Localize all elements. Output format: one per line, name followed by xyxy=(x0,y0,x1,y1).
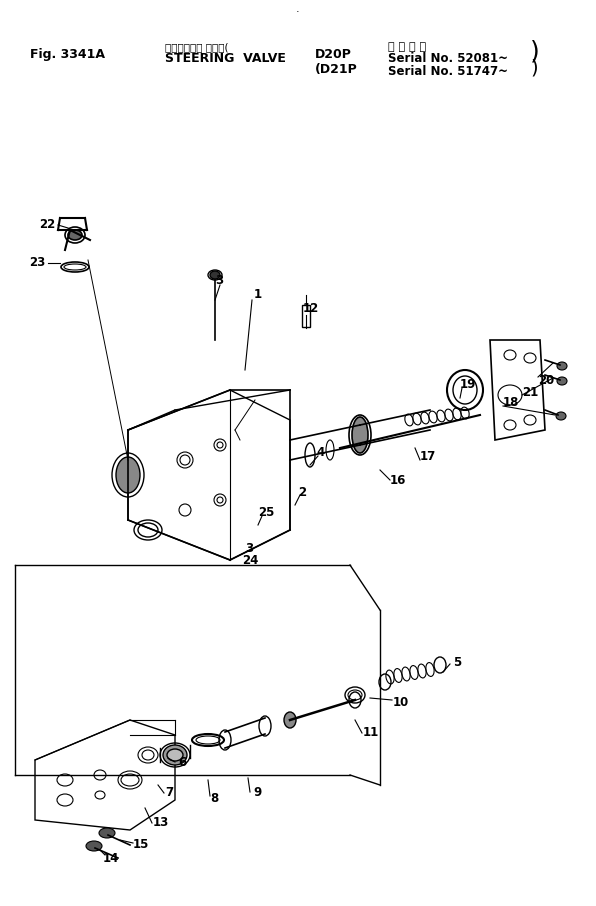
Text: Serial No. 51747~: Serial No. 51747~ xyxy=(388,65,508,78)
Text: 24: 24 xyxy=(242,554,259,566)
Text: 1: 1 xyxy=(254,288,262,302)
Text: 15: 15 xyxy=(133,838,150,852)
Text: STEERING  VALVE: STEERING VALVE xyxy=(165,52,286,65)
Text: 6: 6 xyxy=(178,756,186,768)
Text: 適 用 号 機: 適 用 号 機 xyxy=(388,42,426,52)
Text: 11: 11 xyxy=(363,727,379,739)
Ellipse shape xyxy=(352,417,368,453)
Text: 3: 3 xyxy=(245,542,253,554)
Polygon shape xyxy=(128,390,290,560)
Text: 18: 18 xyxy=(503,396,519,409)
Ellipse shape xyxy=(557,362,567,370)
Text: 2: 2 xyxy=(298,486,306,498)
Text: 20: 20 xyxy=(538,373,554,387)
Text: 22: 22 xyxy=(39,218,55,232)
Text: 13: 13 xyxy=(153,816,169,830)
Text: 7: 7 xyxy=(165,786,173,799)
Text: ステアリング バルブ(: ステアリング バルブ( xyxy=(165,42,228,52)
Ellipse shape xyxy=(167,749,183,761)
Text: (D21P: (D21P xyxy=(315,63,358,76)
Text: 21: 21 xyxy=(522,385,538,399)
Ellipse shape xyxy=(116,457,140,493)
Ellipse shape xyxy=(556,412,566,420)
Text: ·: · xyxy=(296,7,300,17)
Polygon shape xyxy=(490,340,545,440)
Text: 23: 23 xyxy=(29,256,45,269)
Text: 14: 14 xyxy=(103,852,119,864)
Text: D20P: D20P xyxy=(315,48,352,61)
Text: 5: 5 xyxy=(453,656,461,669)
Ellipse shape xyxy=(68,230,82,240)
Polygon shape xyxy=(35,720,175,830)
Ellipse shape xyxy=(210,271,220,279)
Text: 4: 4 xyxy=(316,446,324,458)
Bar xyxy=(302,305,310,327)
Ellipse shape xyxy=(284,712,296,728)
Text: ): ) xyxy=(530,39,540,63)
Text: 9: 9 xyxy=(253,786,261,799)
Text: 17: 17 xyxy=(420,450,436,464)
Ellipse shape xyxy=(86,841,102,851)
Ellipse shape xyxy=(99,828,115,838)
Text: 16: 16 xyxy=(390,475,406,487)
Text: 10: 10 xyxy=(393,696,409,708)
Ellipse shape xyxy=(557,377,567,385)
Text: 8: 8 xyxy=(210,792,218,805)
Text: 19: 19 xyxy=(460,379,476,391)
Text: Serial No. 52081~: Serial No. 52081~ xyxy=(388,52,508,65)
Text: 12: 12 xyxy=(303,302,319,314)
Ellipse shape xyxy=(163,745,187,765)
Text: ): ) xyxy=(530,58,538,77)
Text: Fig. 3341A: Fig. 3341A xyxy=(30,48,105,61)
Text: 25: 25 xyxy=(258,506,274,518)
Text: 3: 3 xyxy=(215,274,223,286)
